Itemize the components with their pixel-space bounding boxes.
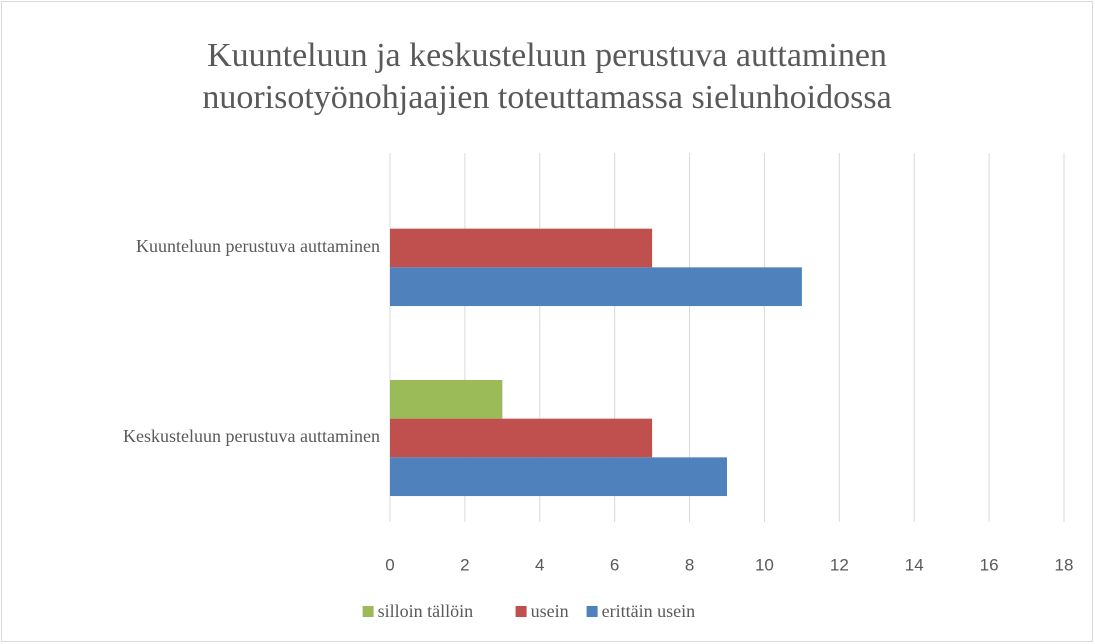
legend-swatch — [586, 606, 598, 617]
y-tick-label: Keskusteluun perustuva auttaminen — [123, 426, 380, 446]
x-tick-label: 18 — [1055, 555, 1074, 574]
x-tick-label: 4 — [535, 555, 544, 574]
bar — [390, 228, 653, 268]
bar — [390, 418, 653, 458]
chart-title: Kuunteluun ja keskusteluun perustuva aut… — [207, 37, 887, 74]
x-tick-label: 10 — [755, 555, 774, 574]
y-tick-label: Kuunteluun perustuva auttaminen — [136, 236, 380, 256]
x-tick-label: 0 — [385, 555, 394, 574]
x-tick-label: 14 — [905, 555, 924, 574]
legend-label: usein — [531, 601, 569, 621]
x-tick-label: 12 — [830, 555, 849, 574]
x-tick-label: 6 — [610, 555, 619, 574]
x-tick-label: 16 — [980, 555, 999, 574]
bar — [390, 267, 802, 307]
bar — [390, 379, 503, 419]
bar — [390, 457, 727, 497]
legend-label: erittäin usein — [602, 601, 695, 621]
legend-swatch — [515, 606, 527, 617]
x-tick-label: 2 — [460, 555, 469, 574]
chart-subtitle: nuorisotyönohjaajien toteuttamassa sielu… — [202, 79, 891, 116]
x-tick-label: 8 — [685, 555, 694, 574]
legend-swatch — [362, 606, 374, 617]
legend-label: silloin tällöin — [378, 601, 474, 621]
